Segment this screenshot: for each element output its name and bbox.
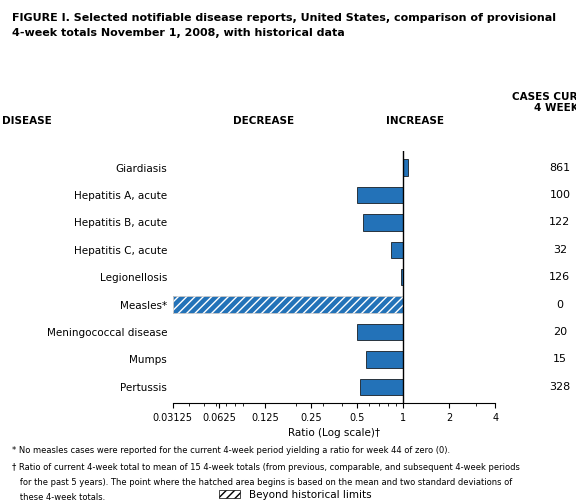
Bar [357,324,403,340]
Text: DECREASE: DECREASE [233,116,294,126]
Text: 122: 122 [550,217,570,227]
Bar [366,351,403,367]
Text: for the past 5 years). The point where the hatched area begins is based on the m: for the past 5 years). The point where t… [12,478,511,487]
Text: DISEASE: DISEASE [2,116,52,126]
Text: these 4-week totals.: these 4-week totals. [12,493,105,502]
Text: CASES CURRENT
4 WEEKS: CASES CURRENT 4 WEEKS [511,92,576,113]
Text: INCREASE: INCREASE [386,116,444,126]
Text: 20: 20 [553,327,567,337]
Bar [360,379,403,395]
X-axis label: Ratio (Log scale)†: Ratio (Log scale)† [288,428,380,438]
Legend: Beyond historical limits: Beyond historical limits [215,485,376,504]
Bar [363,214,403,231]
Bar [391,241,403,258]
Text: 0: 0 [556,299,563,309]
Text: 328: 328 [550,382,570,392]
Text: 4-week totals November 1, 2008, with historical data: 4-week totals November 1, 2008, with his… [12,28,344,38]
Bar [173,296,403,313]
Text: 100: 100 [550,190,570,200]
Text: 126: 126 [550,272,570,282]
Text: FIGURE I. Selected notifiable disease reports, United States, comparison of prov: FIGURE I. Selected notifiable disease re… [12,13,555,23]
Text: 861: 861 [550,163,570,173]
Text: 15: 15 [553,354,567,364]
Text: † Ratio of current 4-week total to mean of 15 4-week totals (from previous, comp: † Ratio of current 4-week total to mean … [12,463,520,472]
Bar [401,269,403,285]
Text: * No measles cases were reported for the current 4-week period yielding a ratio : * No measles cases were reported for the… [12,446,450,455]
Bar [403,159,408,176]
Bar [357,187,403,203]
Bar [173,296,403,313]
Text: 32: 32 [553,245,567,255]
